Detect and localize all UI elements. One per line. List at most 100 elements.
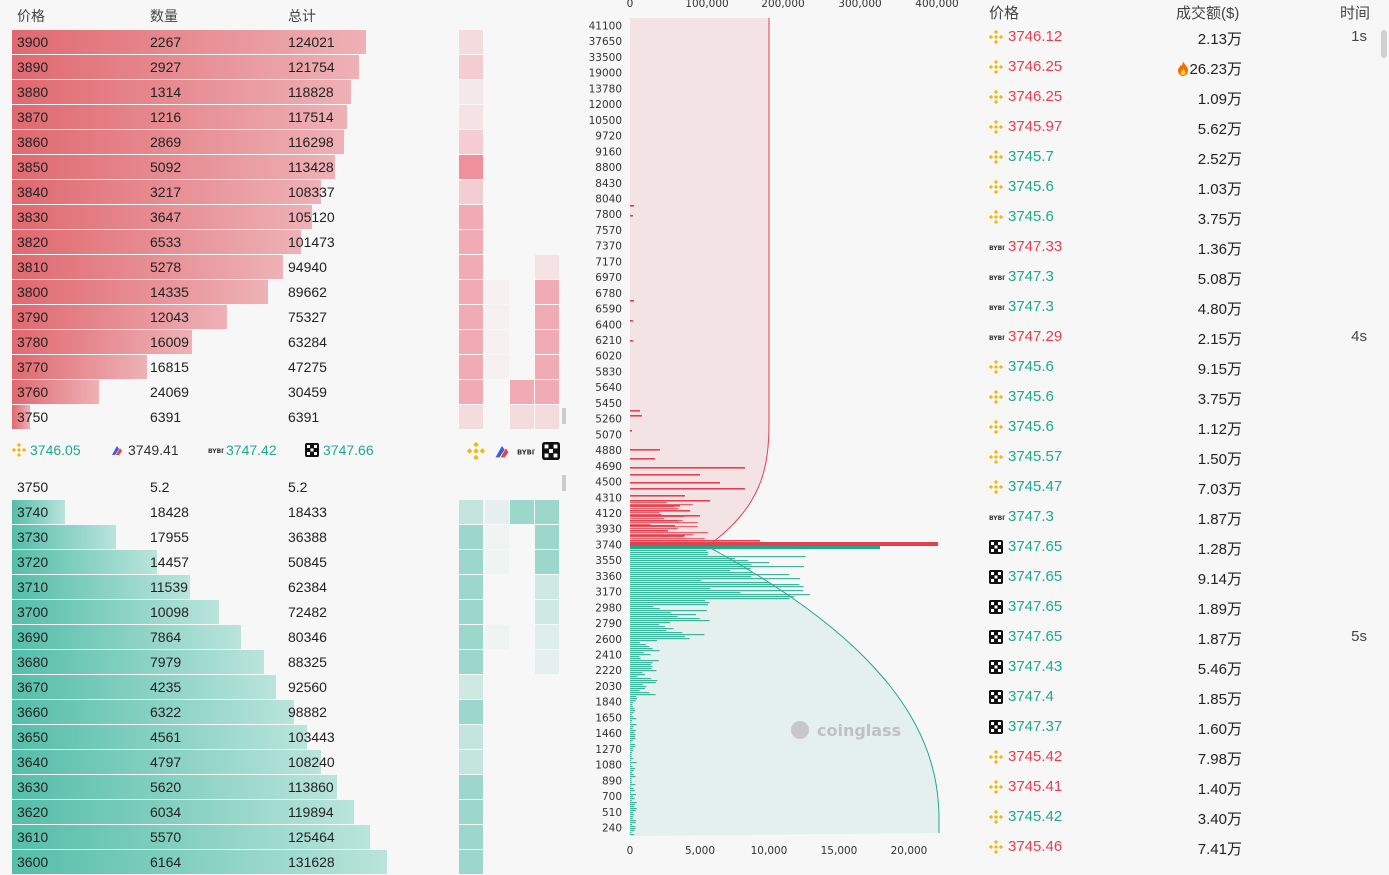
trade-amount: 7.98万	[1198, 748, 1242, 769]
ask-row[interactable]: 3870 1216 117514	[12, 105, 577, 130]
bid-volume-bar	[630, 710, 635, 711]
bid-exchange-heat	[459, 775, 483, 799]
bybit-icon: BYBIT	[989, 300, 1003, 314]
trade-row[interactable]: 3745.42 7.98万	[980, 742, 1389, 772]
trade-amount-value: 1.50万	[1198, 451, 1242, 468]
ask-row[interactable]: 3750 6391 6391	[12, 405, 577, 430]
trade-row[interactable]: 3747.65 1.87万 5s	[980, 622, 1389, 652]
bid-row[interactable]: 3710 11539 62384	[12, 575, 577, 600]
trade-amount: 1.28万	[1198, 538, 1242, 559]
trade-row[interactable]: 3745.6 1.03万	[980, 172, 1389, 202]
ask-exchange-heat	[535, 380, 559, 404]
trade-row[interactable]: BYBIT3747.33 1.36万	[980, 232, 1389, 262]
trade-row[interactable]: 3746.25 26.23万	[980, 52, 1389, 82]
bid-row[interactable]: 3680 7979 88325	[12, 650, 577, 675]
ask-exchange-heat	[510, 380, 534, 404]
trade-row[interactable]: 3746.25 1.09万	[980, 82, 1389, 112]
trade-row[interactable]: 3745.97 5.62万	[980, 112, 1389, 142]
trade-amount-value: 3.75万	[1198, 211, 1242, 228]
ask-row[interactable]: 3840 3217 108337	[12, 180, 577, 205]
trade-row[interactable]: BYBIT3747.29 2.15万 4s	[980, 322, 1389, 352]
trade-row[interactable]: BYBIT3747.3 4.80万	[980, 292, 1389, 322]
bid-volume-bar	[630, 674, 645, 675]
bid-volume-bar	[630, 632, 682, 633]
ask-price: 3800	[17, 283, 48, 301]
column-scroll-indicator[interactable]	[562, 475, 566, 491]
bid-row[interactable]: 3670 4235 92560	[12, 675, 577, 700]
bybit-filter-icon[interactable]: BYBIT	[516, 441, 536, 461]
trade-row[interactable]: BYBIT3747.3 1.87万	[980, 502, 1389, 532]
binance-icon	[12, 443, 26, 457]
trade-row[interactable]: 3746.12 2.13万 1s	[980, 22, 1389, 52]
bid-row[interactable]: 3660 6322 98882	[12, 700, 577, 725]
okx-filter-icon[interactable]	[541, 441, 561, 461]
bid-row[interactable]: 3630 5620 113860	[12, 775, 577, 800]
trade-row[interactable]: 3745.6 9.15万	[980, 352, 1389, 382]
bid-volume-bar	[630, 622, 670, 623]
bid-row[interactable]: 3610 5570 125464	[12, 825, 577, 850]
trade-amount: 1.50万	[1198, 448, 1242, 469]
ask-price: 3860	[17, 133, 48, 151]
ask-row[interactable]: 3760 24069 30459	[12, 380, 577, 405]
bid-row[interactable]: 3700 10098 72482	[12, 600, 577, 625]
ask-row[interactable]: 3830 3647 105120	[12, 205, 577, 230]
ask-volume-bar	[630, 467, 745, 469]
ask-row[interactable]: 3850 5092 113428	[12, 155, 577, 180]
ask-volume-bar	[630, 502, 667, 503]
binance-filter-icon[interactable]	[466, 441, 486, 461]
bid-row[interactable]: 3620 6034 119894	[12, 800, 577, 825]
trade-row[interactable]: 3745.42 3.40万	[980, 802, 1389, 832]
trade-row[interactable]: 3747.37 1.60万	[980, 712, 1389, 742]
trade-row[interactable]: 3747.43 5.46万	[980, 652, 1389, 682]
ask-volume-bar	[630, 530, 665, 531]
trade-row[interactable]: 3745.6 1.12万	[980, 412, 1389, 442]
trade-row[interactable]: 3745.41 1.40万	[980, 772, 1389, 802]
y-tick-label: 3170	[595, 587, 622, 599]
trades-scrollbar[interactable]	[1381, 30, 1387, 58]
bid-volume-bar	[630, 648, 652, 649]
trade-row[interactable]: 3747.65 1.28万	[980, 532, 1389, 562]
ask-row[interactable]: 3820 6533 101473	[12, 230, 577, 255]
trade-amount: 1.12万	[1198, 418, 1242, 439]
trade-time: 1s	[1351, 28, 1367, 45]
ask-total: 30459	[288, 383, 327, 401]
ask-price: 3890	[17, 58, 48, 76]
trade-row[interactable]: 3747.4 1.85万	[980, 682, 1389, 712]
ask-row[interactable]: 3860 2869 116298	[12, 130, 577, 155]
ask-exchange-heat	[485, 305, 509, 329]
trade-row[interactable]: 3747.65 1.89万	[980, 592, 1389, 622]
bid-row[interactable]: 3650 4561 103443	[12, 725, 577, 750]
ask-exchange-heat	[459, 255, 483, 279]
trade-row[interactable]: BYBIT3747.3 5.08万	[980, 262, 1389, 292]
ask-row[interactable]: 3810 5278 94940	[12, 255, 577, 280]
bid-volume-bar	[630, 642, 640, 643]
ask-depth-bar	[12, 280, 268, 304]
bid-row[interactable]: 3640 4797 108240	[12, 750, 577, 775]
bid-volume-bar	[630, 810, 636, 811]
coinbase-filter-icon[interactable]	[492, 441, 512, 461]
column-scroll-indicator[interactable]	[562, 408, 566, 424]
top-axis-label: 0	[627, 0, 634, 10]
bid-qty: 5570	[150, 828, 181, 846]
trades-panel: 价格 成交额($) 时间 3746.12 2.13万 1s 3746.25 26.23万…	[980, 0, 1389, 870]
bid-exchange-heat	[459, 825, 483, 849]
bid-row[interactable]: 3600 6164 131628	[12, 850, 577, 875]
trade-row[interactable]: 3745.57 1.50万	[980, 442, 1389, 472]
trade-row[interactable]: 3747.65 9.14万	[980, 562, 1389, 592]
trade-row[interactable]: 3745.6 3.75万	[980, 202, 1389, 232]
trade-row[interactable]: 3745.46 7.41万	[980, 832, 1389, 862]
ask-row[interactable]: 3890 2927 121754	[12, 55, 577, 80]
bid-row[interactable]: 3750 5.2 5.2	[12, 475, 577, 500]
trade-price: 3745.42	[1008, 748, 1062, 765]
ask-volume-bar	[630, 500, 679, 501]
ask-volume-bar	[630, 518, 664, 519]
trade-price: 3747.3	[1008, 268, 1054, 285]
bid-depth-bar	[12, 675, 276, 699]
ask-row[interactable]: 3900 2267 124021	[12, 30, 577, 55]
trade-row[interactable]: 3745.7 2.52万	[980, 142, 1389, 172]
ask-row[interactable]: 3880 1314 118828	[12, 80, 577, 105]
bid-qty: 7979	[150, 653, 181, 671]
bottom-axis-label: 20,000	[891, 845, 928, 857]
trade-row[interactable]: 3745.6 3.75万	[980, 382, 1389, 412]
trade-row[interactable]: 3745.47 7.03万	[980, 472, 1389, 502]
